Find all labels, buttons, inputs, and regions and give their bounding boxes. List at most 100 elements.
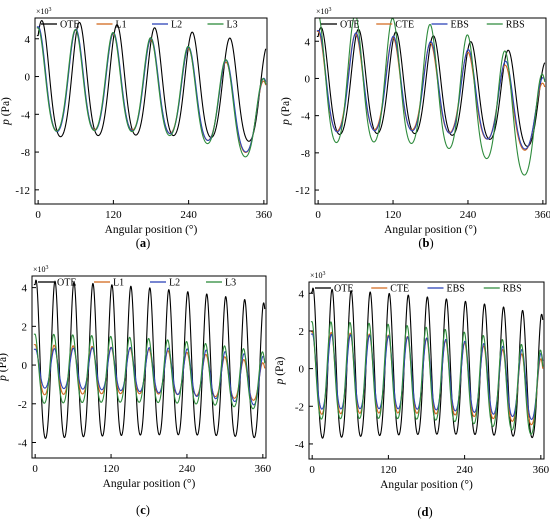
series-line-rbs [310, 321, 544, 435]
x-tick-label: 120 [105, 209, 122, 221]
y-multiplier-exponent: 3 [323, 271, 326, 277]
y-tick-label: 0 [305, 73, 311, 85]
x-tick-label: 120 [380, 464, 397, 476]
panel-caption: (b) [418, 236, 433, 250]
plot-frame [34, 17, 268, 205]
legend-label-ebs: EBS [447, 284, 465, 295]
y-multiplier-base: ×10 [36, 7, 49, 16]
legend-label-l2: L2 [169, 278, 180, 289]
y-multiplier-exponent: 3 [329, 7, 332, 13]
x-tick-label: 120 [385, 209, 402, 221]
panel-caption-letter: b [423, 236, 430, 250]
plot-frame [31, 275, 267, 459]
panel-caption-letter: a [140, 236, 147, 250]
y-axis-unit: (Pa) [0, 97, 12, 119]
y-axis-unit: (Pa) [280, 97, 292, 119]
x-tick-label: 360 [255, 463, 272, 475]
legend-label-cte: CTE [390, 284, 409, 295]
y-tick-label: -4 [295, 439, 305, 451]
y-multiplier-base: ×10 [33, 265, 46, 274]
chart-panel-b: 0 120 240 360 -12 -8 -4 0 4 ×103 OTE CTE EBS RBS Angul… [280, 7, 550, 250]
x-tick-label: 360 [533, 464, 550, 476]
y-axis-symbol: p [0, 119, 12, 126]
y-tick-label: -12 [295, 185, 310, 197]
chart-panel-c: 0 120 240 360 -4 -2 0 2 4 ×103 OTE L1 L2 L3 Angular po… [0, 265, 272, 517]
panel-caption-letter: d [422, 505, 429, 519]
y-tick-label: -2 [18, 399, 27, 411]
panel-caption: (c) [136, 503, 150, 517]
y-tick-label: 0 [299, 364, 305, 376]
legend-label-ote: OTE [334, 284, 353, 295]
y-axis-label: p (Pa) [274, 356, 286, 385]
x-tick-label: 0 [35, 209, 41, 221]
x-tick-label: 360 [535, 209, 550, 221]
y-tick-label: 4 [299, 288, 305, 300]
series-line-rbs [319, 18, 546, 176]
y-axis-label: p (Pa) [280, 97, 292, 126]
y-axis-symbol: p [0, 375, 9, 382]
panel-caption: (d) [417, 505, 432, 519]
chart-panel-d: 0 120 240 360 -4 -2 0 2 4 ×103 OTE CTE EBS RBS Angular… [274, 271, 550, 519]
plot-frame [308, 281, 545, 460]
y-tick-label: -4 [21, 109, 31, 121]
x-tick-label: 120 [103, 463, 120, 475]
x-tick-label: 240 [456, 464, 473, 476]
series-line-ote [310, 287, 544, 439]
plot-frame [314, 17, 547, 205]
y-tick-label: -4 [301, 111, 311, 123]
y-axis-label: p (Pa) [0, 353, 9, 382]
y-tick-label: 0 [25, 72, 31, 84]
legend-label-rbs: RBS [503, 284, 522, 295]
x-axis-label: Angular position (°) [105, 224, 198, 236]
y-axis-unit: (Pa) [274, 356, 286, 378]
y-tick-label: -4 [18, 438, 28, 450]
series-line-l3 [33, 333, 266, 410]
chart-panel-a: 0 120 240 360 -12 -8 -4 0 4 ×103 OTE L1 L2 L3 Angular … [0, 7, 273, 250]
y-axis-label: p (Pa) [0, 97, 12, 126]
x-tick-label: 240 [179, 463, 196, 475]
y-tick-label: 4 [305, 36, 311, 48]
y-tick-label: -12 [15, 185, 30, 197]
y-multiplier-label: ×103 [316, 7, 332, 16]
y-multiplier-exponent: 3 [49, 7, 52, 13]
y-tick-label: -8 [301, 148, 311, 160]
y-tick-label: -2 [295, 401, 304, 413]
y-axis-symbol: p [280, 119, 292, 126]
legend-label-l3: L3 [225, 278, 236, 289]
x-tick-label: 0 [309, 464, 315, 476]
y-tick-label: 4 [22, 283, 28, 295]
x-axis-label: Angular position (°) [103, 478, 196, 490]
x-axis-label: Angular position (°) [380, 479, 473, 491]
legend-label-l1: L1 [113, 278, 124, 289]
series-line-ote [33, 279, 266, 439]
legend-label-l3: L3 [227, 20, 238, 31]
y-multiplier-base: ×10 [316, 7, 329, 16]
panel-caption-letter: c [140, 503, 146, 517]
legend-label-rbs: RBS [506, 20, 525, 31]
y-tick-label: 2 [299, 326, 305, 338]
y-multiplier-label: ×103 [33, 265, 49, 274]
x-tick-label: 240 [460, 209, 477, 221]
y-multiplier-label: ×103 [310, 271, 326, 280]
y-multiplier-exponent: 3 [46, 265, 49, 271]
y-axis-unit: (Pa) [0, 353, 9, 375]
y-axis-symbol: p [274, 378, 286, 385]
legend-label-ote: OTE [340, 20, 359, 31]
series-line-l1 [33, 344, 266, 401]
x-tick-label: 0 [315, 209, 321, 221]
panel-caption: (a) [136, 236, 151, 250]
legend-label-l1: L1 [116, 20, 127, 31]
legend-label-ote: OTE [57, 278, 76, 289]
y-tick-label: -8 [21, 147, 31, 159]
x-tick-label: 0 [32, 463, 38, 475]
y-tick-label: 2 [22, 321, 28, 333]
x-axis-label: Angular position (°) [384, 224, 477, 236]
y-multiplier-base: ×10 [310, 271, 323, 280]
x-tick-label: 360 [256, 209, 273, 221]
series-line-l3 [36, 27, 267, 158]
legend-label-l2: L2 [171, 20, 182, 31]
legend-label-cte: CTE [395, 20, 414, 31]
y-tick-label: 0 [22, 360, 28, 372]
